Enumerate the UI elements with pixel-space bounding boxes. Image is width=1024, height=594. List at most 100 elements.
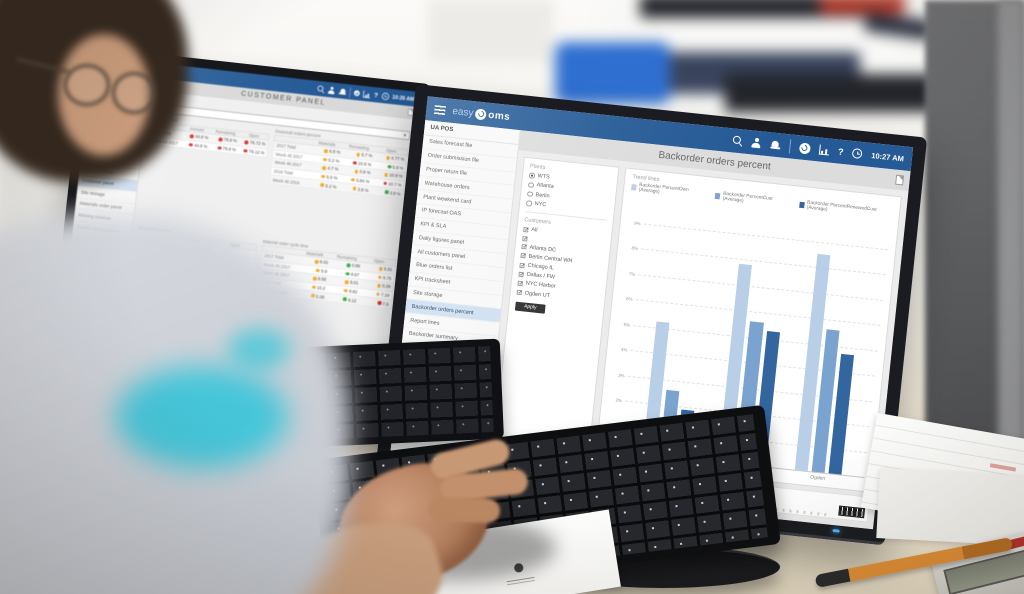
finger — [427, 496, 501, 524]
table-cell: 5.2 % — [306, 181, 339, 190]
divider — [349, 86, 352, 98]
status-dot — [387, 164, 392, 169]
cell-value: 4.77 % — [390, 155, 405, 163]
cell-value: 9.01 — [349, 280, 359, 287]
cell-value: 0.86 — [351, 263, 361, 269]
printer-red-object — [820, 0, 905, 14]
table-cell: 3.8 % — [338, 184, 371, 193]
reports-icon[interactable] — [818, 144, 830, 156]
cell-value: 79.9 % — [223, 137, 238, 144]
cell-value: 7.9 — [382, 301, 389, 307]
cell-value: 10.2 — [316, 285, 326, 292]
teal-lanyard-blur — [228, 328, 290, 370]
status-dot — [344, 280, 349, 285]
cell-value: 10.9 % — [357, 160, 372, 168]
checkbox-icon[interactable] — [522, 235, 528, 241]
sidebar-item-label: Proper return file — [425, 166, 468, 177]
user-icon[interactable] — [328, 86, 336, 94]
y-tick-label: 8% — [631, 245, 639, 252]
status-dot — [315, 268, 320, 273]
export-document-icon[interactable] — [895, 174, 905, 186]
brand-oms: oms — [487, 109, 511, 123]
cell-value: 9.12 — [347, 297, 357, 304]
status-dot — [189, 134, 194, 139]
status-dot — [243, 148, 248, 153]
radio-icon[interactable] — [525, 200, 532, 207]
status-dot — [352, 186, 357, 191]
checkbox-icon[interactable] — [517, 280, 523, 287]
apply-button[interactable]: Apply — [514, 301, 546, 314]
checkbox-icon[interactable] — [519, 262, 525, 268]
status-dot — [354, 169, 359, 174]
cell-value: 5.08 — [315, 293, 325, 300]
reports-icon[interactable] — [362, 89, 371, 98]
cell-value: 9.56 — [317, 276, 327, 283]
checkbox-icon[interactable] — [520, 253, 526, 259]
checkbox-label: Dallas / FW — [526, 271, 556, 281]
cell-value: 10.7 % — [388, 181, 402, 188]
glasses-right-lens — [112, 72, 156, 114]
cell-value: 5.5 % — [326, 174, 338, 181]
menu-icon[interactable] — [434, 104, 446, 115]
checkbox-label: Atlanta DC — [529, 244, 557, 254]
status-dot — [350, 177, 355, 182]
help-icon[interactable]: ? — [373, 91, 379, 99]
search-icon[interactable] — [317, 85, 325, 93]
help-icon[interactable]: ? — [837, 146, 845, 158]
search-icon[interactable] — [732, 135, 743, 146]
status-dot — [345, 271, 350, 276]
status-dot — [217, 145, 222, 150]
printer-lower-panel — [725, 74, 935, 112]
cell-value: 9.02 — [319, 259, 329, 266]
sidebar-item-label: Sales forecast file — [428, 139, 473, 150]
notifications-icon[interactable] — [339, 87, 347, 95]
y-tick-label: 6% — [625, 296, 633, 303]
status-dot — [383, 181, 388, 186]
cell-value: 5.91 — [383, 266, 393, 273]
cell-value: 5.7 % — [361, 152, 373, 159]
status-dot — [385, 155, 390, 160]
checkbox-icon[interactable] — [516, 289, 523, 296]
notifications-icon[interactable] — [770, 139, 781, 150]
radio-icon[interactable] — [527, 181, 534, 188]
radio-icon[interactable] — [526, 191, 533, 198]
checkbox-icon[interactable] — [523, 226, 529, 233]
checkbox-icon[interactable] — [521, 244, 527, 250]
brand-logo-icon — [474, 107, 487, 120]
sidebar-item-label: Blue orders list — [415, 262, 453, 273]
sidebar-item-label: Plant weekend card — [422, 193, 472, 205]
table-cell: 7.9 — [358, 298, 391, 307]
sidebar-item-label: Materials order panel — [79, 200, 123, 211]
status-dot — [346, 263, 351, 268]
cell-value: 3.8 % — [389, 190, 401, 197]
table-cell: 9.12 — [326, 295, 359, 304]
power-led — [832, 529, 840, 533]
cell-value: 7.24 — [380, 292, 390, 299]
sidebar-item-label: Site storage — [80, 189, 106, 197]
cell-value: 6.8 % — [329, 148, 341, 156]
background-machine — [428, 0, 553, 62]
cell-value: 5.8 — [320, 268, 328, 274]
cell-value: 76.12 % — [248, 148, 265, 156]
status-dot — [342, 297, 347, 302]
sidebar-item-label: All customers panel — [417, 248, 466, 260]
status-dot — [321, 174, 326, 179]
radio-icon[interactable] — [528, 172, 535, 179]
status-dot — [356, 152, 361, 157]
table-cell: 3.8 % — [370, 188, 403, 197]
legend-swatch — [631, 184, 637, 191]
status-dot — [320, 183, 325, 188]
cell-value: 5.84 % — [355, 177, 370, 185]
user-icon[interactable] — [751, 137, 762, 148]
status-dot — [311, 285, 316, 290]
app-brand: easy oms — [452, 105, 511, 122]
legend-swatch — [798, 201, 805, 208]
cell-value: 9.82 — [348, 288, 358, 295]
y-tick-label: 9% — [633, 220, 641, 227]
checkbox-icon[interactable] — [518, 271, 524, 278]
status-dot — [188, 142, 193, 147]
clock-icon — [381, 91, 390, 100]
blue-bins — [555, 42, 670, 104]
status-dot — [378, 266, 383, 271]
background-column-right — [998, 0, 1024, 485]
